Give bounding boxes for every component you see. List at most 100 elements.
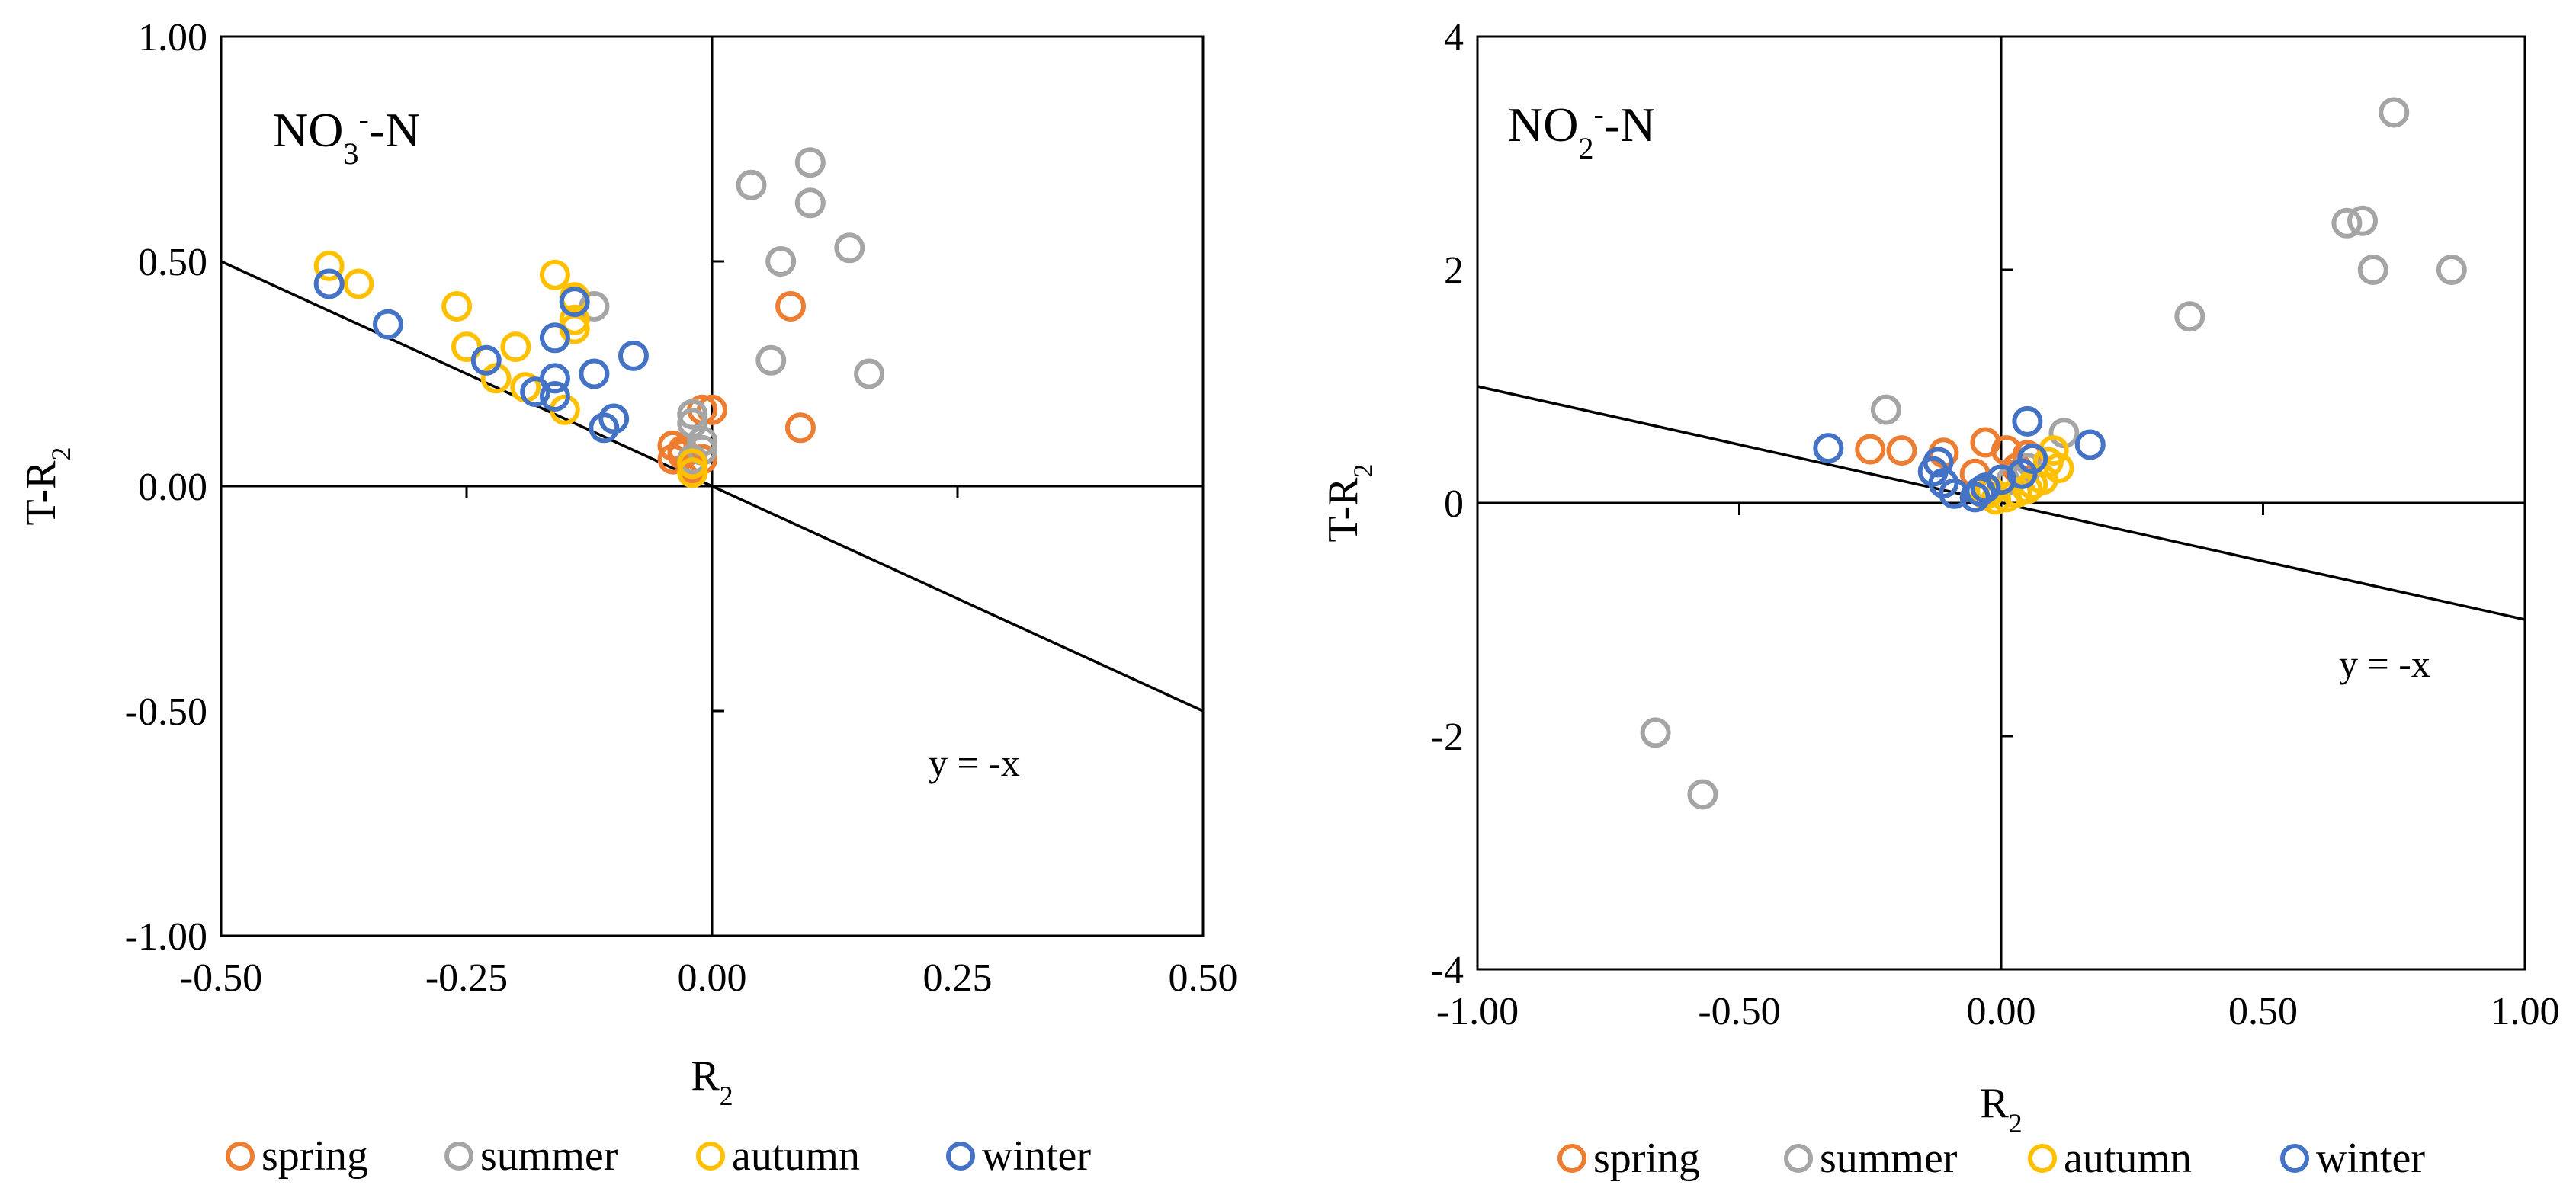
point-summer: [1687, 779, 1718, 810]
x-axis-title: R2: [1980, 1080, 2022, 1139]
legend-label-autumn: autumn: [732, 1132, 860, 1180]
point-winter: [579, 358, 610, 389]
legend-marker-autumn: [2028, 1144, 2057, 1173]
point-winter: [539, 363, 570, 394]
point-winter: [589, 412, 620, 444]
point-winter: [2012, 405, 2043, 437]
legend-marker-winter: [2280, 1144, 2309, 1173]
x-axis-title-base: R: [1980, 1080, 2009, 1127]
y-axis-title: T-R2: [1320, 463, 1378, 542]
species-annotation-base: NO: [1508, 98, 1578, 152]
point-autumn: [313, 250, 345, 281]
x-tick-label: 0.00: [678, 956, 747, 1000]
point-summer: [755, 344, 787, 376]
y-tick-label: 4: [1444, 16, 1464, 59]
point-summer: [2436, 255, 2467, 285]
x-axis-title-sub: 2: [720, 1081, 733, 1111]
point-winter: [313, 268, 345, 299]
point-summer: [794, 187, 826, 219]
legend-label-spring: spring: [1593, 1135, 1700, 1182]
point-winter: [2074, 429, 2106, 460]
point-winter: [1813, 433, 1844, 464]
x-tick-label: 1.00: [2491, 990, 2560, 1033]
point-summer: [2174, 301, 2205, 332]
point-winter: [372, 309, 403, 340]
x-tick-label: 0.00: [1967, 990, 2036, 1033]
point-winter: [1970, 472, 2001, 504]
y-tick-label: 1.00: [138, 16, 207, 59]
point-summer: [794, 147, 826, 178]
species-annotation-tail: -N: [369, 103, 421, 157]
legend-label-summer: summer: [1820, 1135, 1958, 1182]
y-axis-title-sub: 2: [46, 447, 76, 460]
y-tick-label: 0: [1444, 482, 1464, 526]
point-winter: [618, 340, 649, 371]
species-annotation-sub: 3: [343, 136, 358, 171]
x-tick-label: 0.50: [2228, 990, 2298, 1033]
point-summer: [765, 246, 797, 277]
y-tick-label: -2: [1431, 716, 1464, 759]
species-annotation-sup: -: [1593, 97, 1603, 131]
species-annotation: NO2--N: [1508, 97, 1655, 165]
point-autumn: [539, 259, 570, 290]
y-tick-label: 0.50: [138, 241, 207, 284]
legend-label-summer: summer: [480, 1132, 618, 1180]
legend-marker-spring: [1557, 1144, 1586, 1173]
point-spring: [775, 291, 807, 322]
x-tick-label: -1.00: [1436, 990, 1519, 1033]
legend-marker-spring: [226, 1142, 255, 1171]
point-spring: [1855, 434, 1886, 465]
point-autumn: [2012, 473, 2043, 504]
y-tick-label: -1.00: [125, 915, 207, 959]
point-summer: [834, 232, 865, 264]
x-tick-label: -0.50: [180, 956, 262, 1000]
point-summer: [2357, 255, 2388, 285]
y-axis-title-base: T-R: [18, 460, 65, 526]
y-tick-label: 0.00: [138, 466, 207, 509]
x-axis-title: R2: [691, 1052, 733, 1111]
legend-label-spring: spring: [261, 1132, 368, 1180]
x-axis-title-sub: 2: [2009, 1108, 2023, 1139]
point-spring: [1886, 435, 1917, 466]
point-summer: [2347, 205, 2379, 236]
x-tick-label: 0.50: [1169, 956, 1238, 1000]
point-winter: [2017, 443, 2048, 474]
legend-marker-winter: [946, 1142, 975, 1171]
point-winter: [1986, 464, 2016, 495]
legend-marker-summer: [1784, 1144, 1813, 1173]
point-summer: [854, 358, 885, 389]
legend-label-winter: winter: [982, 1132, 1091, 1180]
x-tick-label: -0.25: [425, 956, 508, 1000]
point-summer: [1640, 717, 1671, 748]
legend-label-autumn: autumn: [2064, 1135, 2192, 1182]
point-autumn: [343, 268, 374, 299]
x-axis-title-base: R: [691, 1052, 720, 1100]
chart-no3-n: -0.50 -0.25 0.00 0.25 0.501.000.500.00-0.50-…: [18, 16, 1238, 1180]
point-winter: [539, 381, 570, 412]
equation-label: y = -x: [929, 741, 1020, 784]
point-autumn: [441, 291, 473, 322]
point-summer: [736, 169, 767, 200]
legend-marker-summer: [444, 1142, 473, 1171]
x-tick-label: 0.25: [923, 956, 993, 1000]
species-annotation-sup: -: [358, 102, 368, 136]
y-tick-label: -0.50: [125, 690, 207, 734]
point-summer: [2331, 207, 2363, 239]
point-summer: [677, 399, 708, 430]
point-spring: [784, 412, 816, 444]
point-autumn: [677, 448, 708, 479]
point-autumn: [2032, 447, 2064, 478]
species-annotation-tail: -N: [1604, 98, 1656, 152]
y-axis-title-base: T-R: [1320, 477, 1367, 543]
y-tick-label: -4: [1431, 949, 1464, 992]
point-autumn: [677, 457, 708, 488]
point-autumn: [559, 304, 590, 335]
point-summer: [1870, 394, 1901, 425]
point-autumn: [500, 331, 531, 363]
equation-label: y = -x: [2339, 642, 2430, 685]
species-annotation-sub: 2: [1578, 131, 1593, 165]
legend-label-winter: winter: [2316, 1135, 2425, 1182]
species-annotation: NO3--N: [273, 102, 420, 171]
y-axis-title-sub: 2: [1348, 463, 1378, 477]
